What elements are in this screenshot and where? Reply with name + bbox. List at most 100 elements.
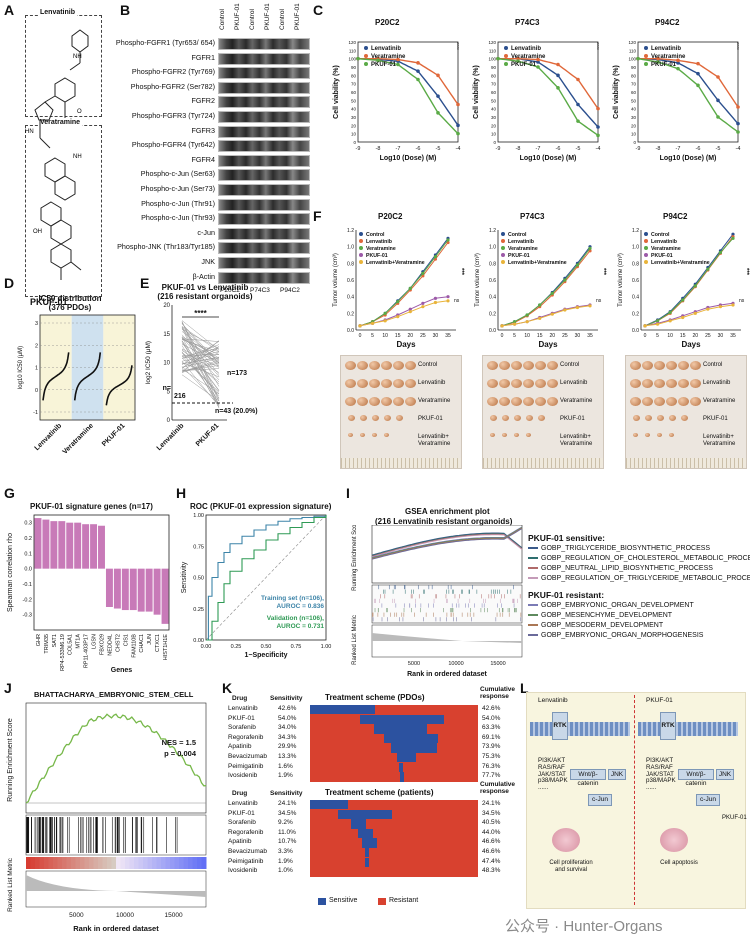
blot-band — [218, 242, 310, 254]
i-legend-line — [528, 547, 538, 549]
c-ytick: 0 — [353, 140, 356, 145]
g-bar — [50, 521, 57, 569]
f-legend-label: Lenvatinib+Veratramine — [366, 260, 425, 266]
e-stars: **** — [194, 309, 207, 318]
photo-label: PKUF-01 — [560, 416, 585, 423]
c-point — [496, 57, 500, 61]
g-bar — [162, 569, 169, 624]
f-ytick: 0.6 — [632, 278, 639, 284]
c-ytick: 70 — [351, 82, 357, 87]
k-sens: 13.3% — [278, 753, 296, 760]
c-point — [636, 57, 640, 61]
panel-h-letter: H — [176, 485, 186, 501]
c-legend-label: PKUF-01 — [651, 62, 677, 68]
c-ytick: 90 — [351, 65, 357, 70]
g-bar — [90, 524, 97, 568]
tumor — [499, 361, 510, 370]
k-sens: 34.3% — [278, 734, 296, 741]
c-xtick: -4 — [596, 146, 601, 152]
k-cum: 42.6% — [482, 705, 500, 712]
f-legend-label: Control — [508, 232, 527, 238]
l-wnt: Wnt/β-catenin — [570, 769, 606, 780]
l-membrane — [530, 722, 630, 736]
k-legend-res: Resistant — [389, 897, 418, 904]
l-cjun: c-Jun — [696, 794, 720, 806]
f-ytick: 0.6 — [489, 278, 496, 284]
j-heat-cell — [134, 857, 139, 869]
tumor — [535, 361, 546, 370]
f-ns: ns — [596, 298, 602, 304]
tumor — [630, 379, 641, 388]
f-legend-label: PKUF-01 — [366, 253, 388, 259]
j-es-curve — [26, 714, 206, 803]
f-legend-label: PKUF-01 — [651, 253, 673, 259]
c-ytick: 100 — [348, 57, 356, 62]
blot-row-label: Phospho-c-Jun (Ser73) — [105, 184, 215, 193]
j-heat-cell — [197, 857, 202, 869]
j-xtick: 15000 — [165, 912, 183, 919]
k-title: Treatment scheme (patients) — [325, 788, 433, 797]
blot-row-label: Phospho-FGFR2 (Tyr769) — [105, 67, 215, 76]
blot-band — [218, 213, 310, 225]
c-title: P74C3 — [515, 18, 539, 27]
l-pathways: PI3K/AKT RAS/RAF JAK/STAT p38/MAPK .....… — [538, 758, 568, 792]
tumor — [405, 361, 416, 370]
k-sens-cell — [434, 734, 438, 743]
c-title: P94C2 — [655, 18, 679, 27]
tumor — [357, 379, 368, 388]
g-gene-label: RP4-533M6.19 — [60, 634, 66, 671]
f-xtick: 10 — [382, 333, 388, 339]
g-ylabel: Spearman correlation rho — [7, 533, 14, 612]
j-heat-cell — [202, 857, 207, 869]
c-ytick: 110 — [629, 48, 637, 53]
f-xtick: 15 — [680, 333, 686, 339]
d-ytick: 3 — [35, 321, 38, 327]
f-xtick: 35 — [730, 333, 736, 339]
blot-column-label: PKUF-01 — [264, 3, 271, 30]
i-xtick: 15000 — [490, 661, 505, 667]
svg-text:O: O — [77, 109, 82, 115]
g-ytick: 0.0 — [24, 567, 32, 573]
blot-band — [218, 53, 310, 65]
g-bar — [74, 523, 81, 569]
c-xtick: -8 — [516, 146, 521, 152]
f-xtick: 5 — [656, 333, 659, 339]
l-membrane — [638, 722, 738, 736]
i-title: GSEA enrichment plot — [405, 507, 490, 516]
h-ytick: 0.25 — [193, 607, 204, 613]
e-n-left-value: 216 — [174, 393, 186, 400]
l-drug: Lenvatinib — [538, 697, 568, 704]
i-ylabel1: Running Enrichment Score — [352, 525, 358, 591]
c-ytick: 10 — [631, 132, 637, 137]
e-ytick: 10 — [163, 361, 170, 367]
f-legend-label: Lenvatinib — [508, 239, 534, 245]
e-n-left: n= — [163, 385, 171, 392]
g-bar — [154, 569, 161, 615]
k-drug: Lenvatinib — [228, 705, 258, 712]
c-xlabel: Log10 (Dose) (M) — [660, 155, 717, 162]
h-xtick: 0.25 — [231, 644, 242, 650]
g-bar — [82, 524, 89, 568]
k-drug: Peimigatinib — [228, 763, 263, 770]
e-pair-line — [182, 366, 219, 404]
k-cum: 48.3% — [482, 867, 500, 874]
g-ytick: 0.2 — [24, 536, 32, 542]
j-heat-cell — [112, 857, 117, 869]
d-ytick: -1 — [33, 410, 38, 416]
blot-row-label: Phospho-FGFR1 (Tyr653/ 654) — [105, 38, 215, 47]
g-bar — [138, 569, 145, 612]
j-heat-cell — [89, 857, 94, 869]
blot-band — [218, 228, 310, 240]
c-point — [356, 57, 360, 61]
blot-band — [218, 155, 310, 167]
lenvatinib-label: Lenvatinib — [38, 9, 77, 16]
tumor — [690, 397, 701, 406]
f-xtick: 15 — [395, 333, 401, 339]
j-heat-cell — [58, 857, 63, 869]
tumor — [690, 379, 701, 388]
i-legend-line — [528, 604, 538, 606]
c-ytick: 120 — [628, 40, 636, 45]
tumor — [666, 361, 677, 370]
photo-label: Lenvatinib+ Veratramine — [703, 434, 735, 447]
k-sens-cell — [362, 819, 366, 828]
